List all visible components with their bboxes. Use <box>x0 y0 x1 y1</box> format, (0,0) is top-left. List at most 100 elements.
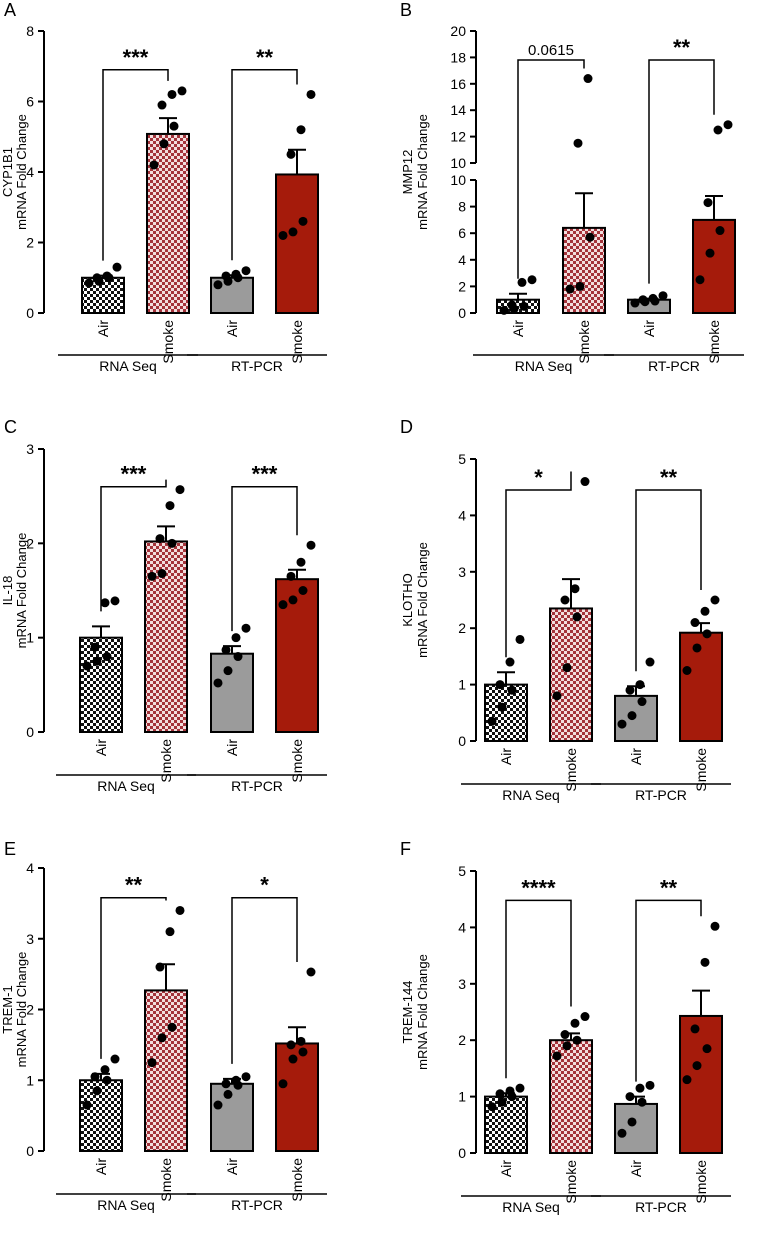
data-point <box>562 1041 572 1051</box>
data-point <box>499 305 509 315</box>
data-point <box>583 74 593 84</box>
data-point <box>112 262 122 272</box>
significance-label: ** <box>660 875 678 900</box>
data-point <box>231 1075 241 1085</box>
data-point <box>306 967 316 977</box>
data-point <box>585 232 595 242</box>
y-tick-label: 10 <box>450 155 466 171</box>
data-point <box>175 905 185 915</box>
significance-label: ** <box>673 35 691 60</box>
y-tick-label: 16 <box>450 76 466 92</box>
data-point <box>527 275 537 285</box>
y-tick-label: 5 <box>458 451 466 467</box>
y-tick-label: 2 <box>26 535 34 551</box>
data-point <box>110 596 120 606</box>
data-point <box>286 571 296 581</box>
y-tick-label: 2 <box>26 235 34 251</box>
data-point <box>682 1075 692 1085</box>
y-tick-label: 6 <box>458 225 466 241</box>
data-point <box>515 634 525 644</box>
bar-air <box>210 1082 254 1152</box>
bar-smoke <box>679 1014 723 1154</box>
significance-bracket <box>635 899 702 1082</box>
panel-c: C 0 1 2 3 IL-18 mRNA Fold Change Air Smoke Air Smo… <box>0 417 327 794</box>
x-tick-label: Smoke <box>160 320 176 364</box>
x-tick-label: Air <box>628 748 644 765</box>
significance-bracket <box>635 489 702 672</box>
y-axis-label-unit: mRNA Fold Change <box>14 114 29 230</box>
x-tick-label: Smoke <box>693 748 709 792</box>
panel-letter: B <box>400 0 412 20</box>
data-point <box>517 277 527 287</box>
bar-smoke <box>549 607 593 743</box>
bar-air <box>484 683 528 742</box>
data-point <box>92 656 102 666</box>
y-tick-label: 14 <box>450 102 466 118</box>
panel-a: A 0 2 4 6 8 CYP1B1 mRNA Fold Change Air Smoke Air S… <box>0 0 327 374</box>
bar-smoke <box>692 218 736 314</box>
data-point <box>84 278 94 288</box>
data-point <box>630 298 640 308</box>
data-point <box>507 685 517 695</box>
y-tick-label: 8 <box>458 199 466 215</box>
x-tick-label: Smoke <box>158 739 174 783</box>
data-point <box>487 716 497 726</box>
data-point <box>221 1079 231 1089</box>
bar-air <box>614 694 658 743</box>
y-tick-label: 1 <box>26 1072 34 1088</box>
data-point <box>298 216 308 226</box>
significance-label: 0.0615 <box>528 42 574 59</box>
x-tick-label: Air <box>224 1158 240 1175</box>
data-point <box>157 100 167 110</box>
panel-e: E 0 1 2 3 4 TREM-1 mRNA Fold Change Air Smoke Air S… <box>0 839 327 1213</box>
data-point <box>617 1128 627 1138</box>
data-point <box>82 1100 92 1110</box>
x-tick-label: Smoke <box>289 1158 305 1202</box>
y-tick-label: 2 <box>458 1032 466 1048</box>
significance-bracket <box>100 896 167 1059</box>
bar-air <box>614 1102 658 1155</box>
data-point <box>213 1100 223 1110</box>
significance-label: **** <box>521 875 556 900</box>
bar-smoke <box>144 540 188 733</box>
data-point <box>638 295 648 305</box>
data-point <box>278 230 288 240</box>
y-tick-label: 4 <box>26 860 34 876</box>
x-tick-label: Smoke <box>693 1160 709 1204</box>
data-point <box>233 652 243 662</box>
data-point <box>177 86 187 96</box>
data-point <box>572 612 582 622</box>
data-point <box>286 1040 296 1050</box>
data-point <box>169 121 179 131</box>
data-point <box>703 198 713 208</box>
data-point <box>690 618 700 628</box>
y-tick-label: 1 <box>458 677 466 693</box>
bar-smoke <box>275 1042 319 1152</box>
x-tick-label: Air <box>93 1158 109 1175</box>
panel-letter: C <box>4 417 17 437</box>
x-tick-label: Smoke <box>563 748 579 792</box>
y-tick-label: 0 <box>26 724 34 740</box>
y-tick-label: 12 <box>450 129 466 145</box>
y-tick-label: 1 <box>26 630 34 646</box>
x-tick-label: Air <box>510 320 526 337</box>
data-point <box>690 1024 700 1034</box>
data-point <box>306 89 316 99</box>
data-point <box>627 1117 637 1127</box>
data-point <box>241 266 251 276</box>
y-tick-label: 0 <box>458 1145 466 1161</box>
data-point <box>90 642 100 652</box>
data-point <box>296 1036 306 1046</box>
significance-bracket <box>517 59 585 279</box>
data-point <box>165 501 175 511</box>
data-point <box>575 281 585 291</box>
significance-bracket <box>231 485 298 632</box>
y-tick-label: 10 <box>450 172 466 188</box>
data-point <box>231 269 241 279</box>
group-label: RT-PCR <box>635 787 687 803</box>
data-point <box>700 606 710 616</box>
data-point <box>102 652 112 662</box>
data-point <box>645 657 655 667</box>
y-axis-label-unit: mRNA Fold Change <box>415 114 430 230</box>
